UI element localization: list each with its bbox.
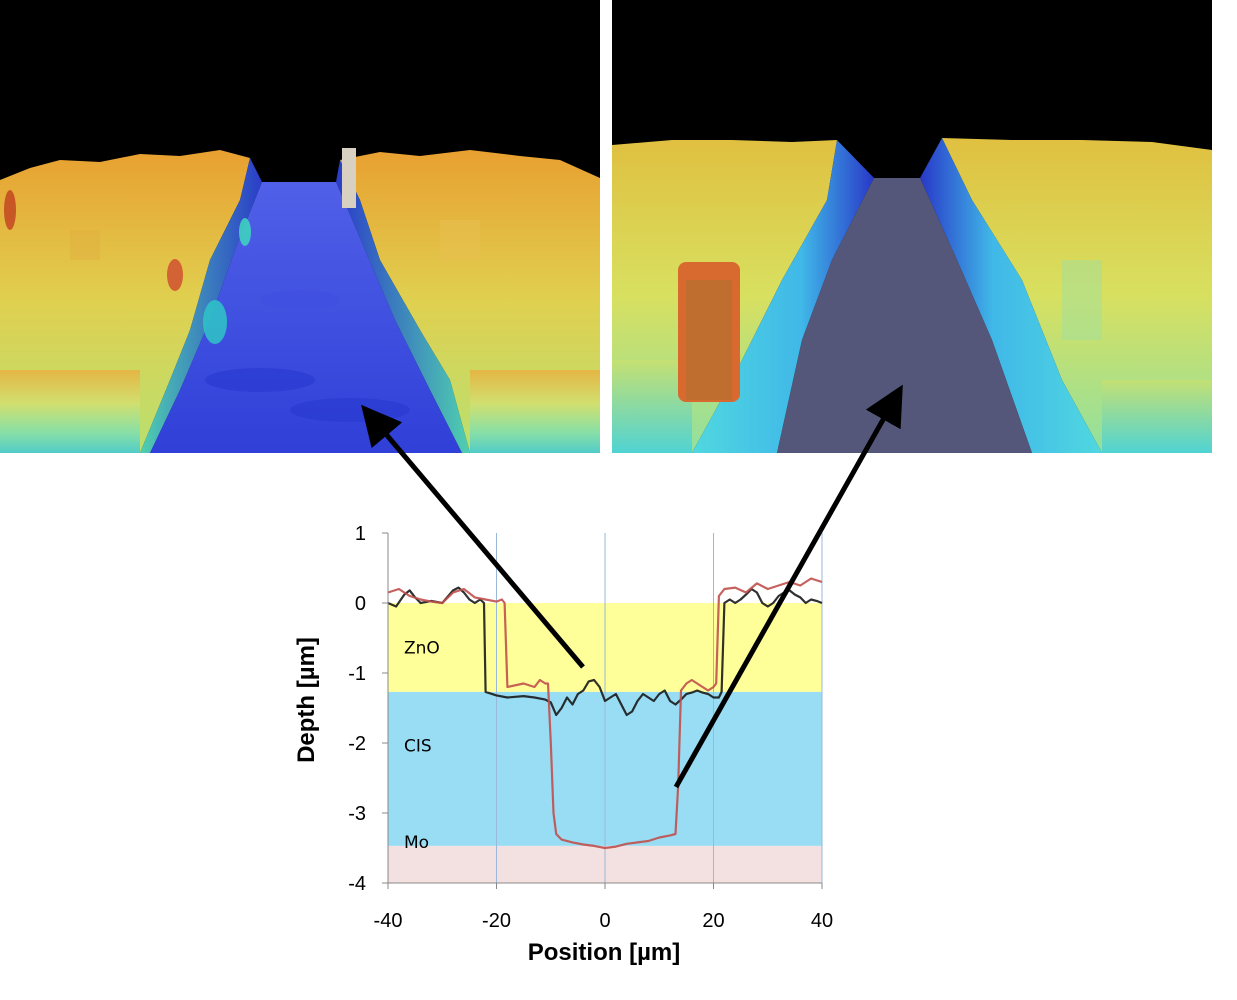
- series-line-2: [387, 577, 823, 850]
- x-tick-label: -40: [374, 910, 403, 932]
- band-label-cis: CIS: [404, 736, 432, 756]
- y-tick-label: -3: [348, 803, 366, 825]
- band-label-mo: Mo: [404, 833, 429, 853]
- band-label-zno: ZnO: [404, 638, 440, 658]
- arrow-to-right-image: [673, 384, 903, 789]
- surface-image-left: [0, 0, 600, 453]
- surface-image-right: [612, 0, 1212, 453]
- x-axis-title: Position [µm]: [528, 939, 680, 966]
- x-tick-label: 0: [599, 910, 610, 932]
- y-tick-label: 0: [355, 593, 366, 615]
- y-tick-label: 1: [355, 523, 366, 545]
- arrow-to-left-image: [361, 404, 585, 669]
- y-tick-label: -1: [348, 663, 366, 685]
- y-tick-label: -4: [348, 873, 366, 895]
- y-axis-title: Depth [µm]: [293, 637, 320, 763]
- series-line-1: [387, 586, 823, 717]
- x-tick-label: -20: [482, 910, 511, 932]
- y-tick-label: -2: [348, 733, 366, 755]
- x-tick-label: 40: [811, 910, 833, 932]
- x-tick-label: 20: [702, 910, 724, 932]
